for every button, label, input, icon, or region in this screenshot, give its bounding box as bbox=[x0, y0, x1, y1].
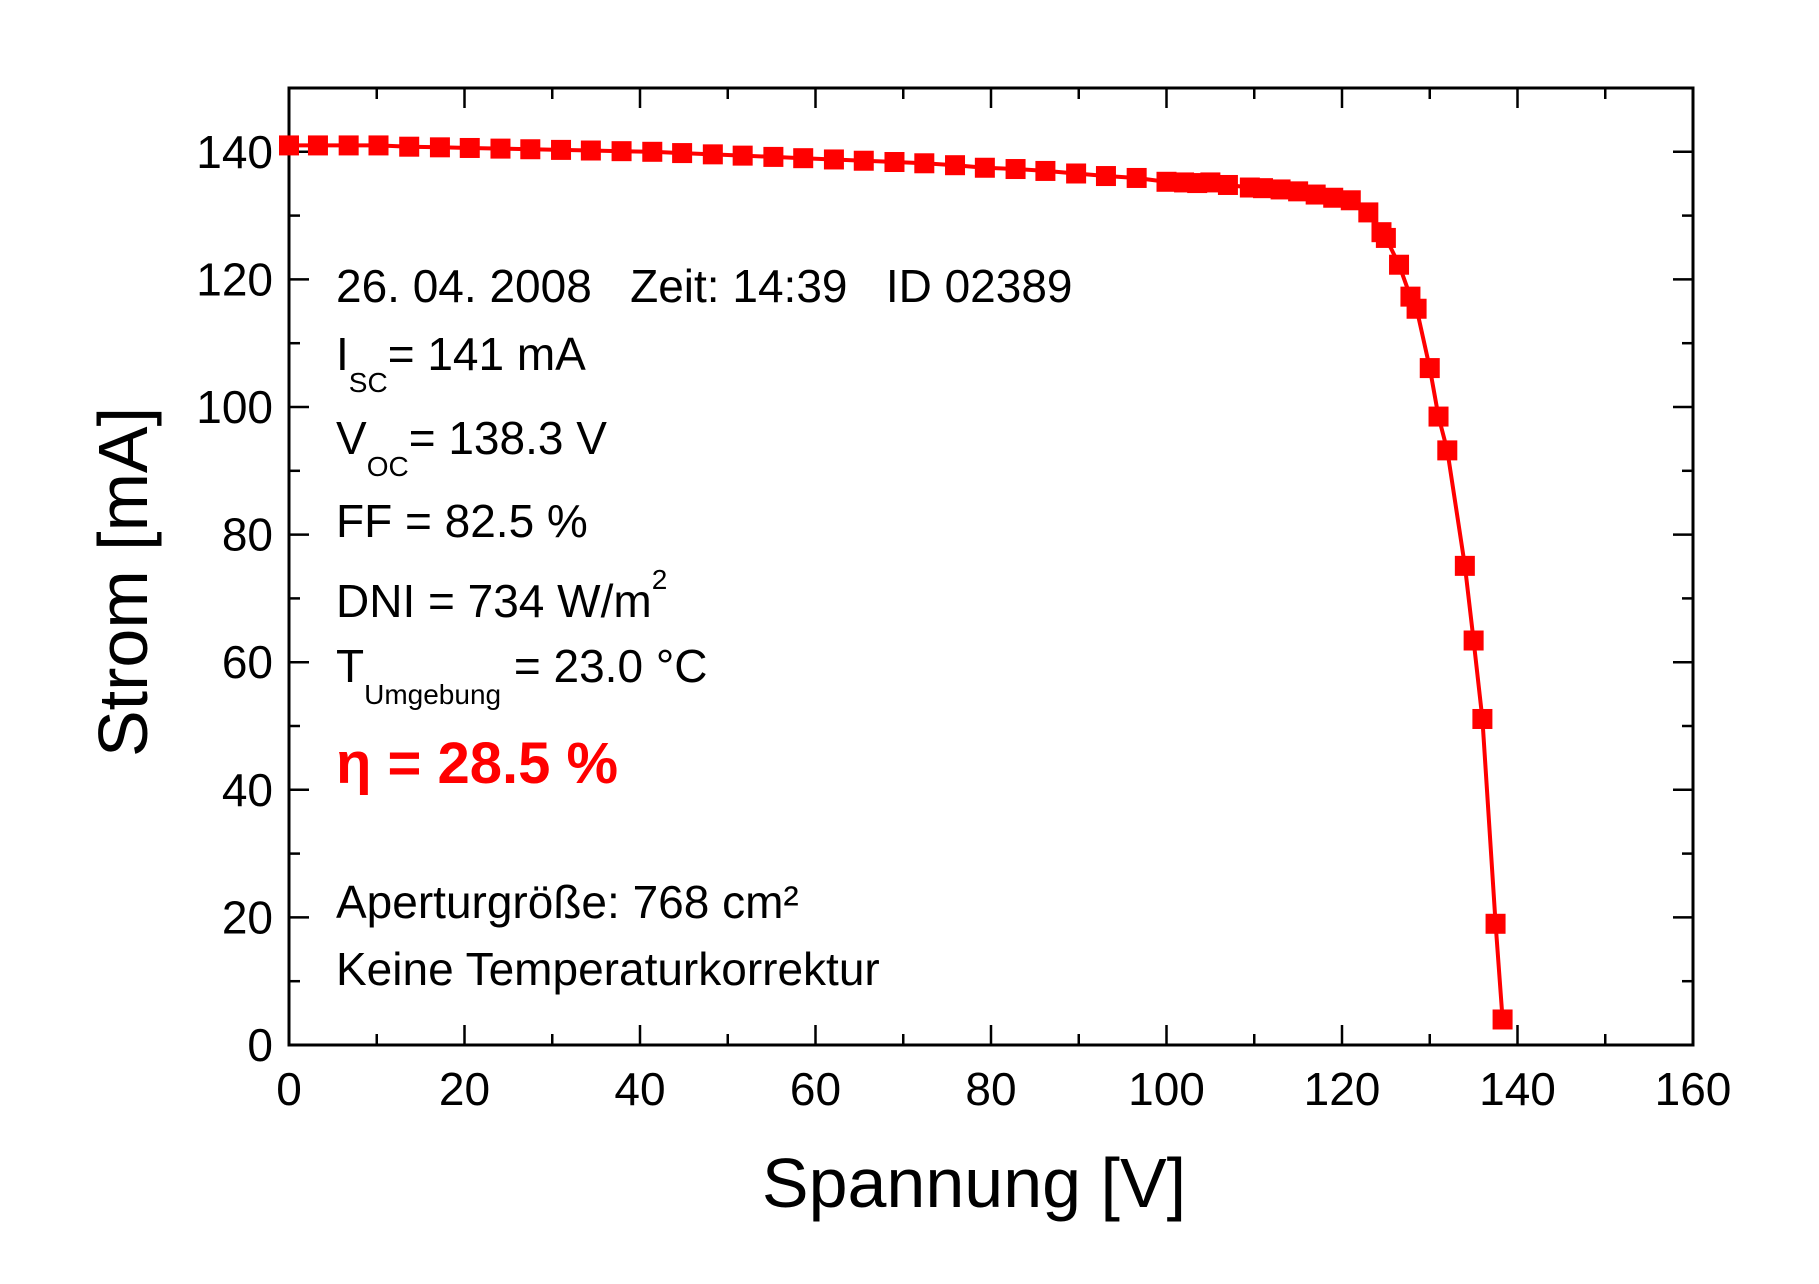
data-point-marker bbox=[1492, 1009, 1513, 1030]
data-point-marker bbox=[1005, 159, 1026, 180]
x-tick-label: 80 bbox=[965, 1063, 1016, 1115]
y-tick-label: 120 bbox=[196, 253, 273, 305]
data-point-marker bbox=[793, 148, 814, 169]
annotation-dni-superscript: 2 bbox=[652, 564, 668, 595]
data-point-marker bbox=[1463, 630, 1484, 651]
data-point-marker bbox=[1270, 179, 1291, 200]
data-point-marker bbox=[945, 155, 966, 176]
data-point-marker bbox=[429, 137, 450, 158]
data-point-marker bbox=[1358, 202, 1379, 223]
x-tick-label: 140 bbox=[1479, 1063, 1556, 1115]
y-tick-label: 140 bbox=[196, 126, 273, 178]
data-point-marker bbox=[1305, 184, 1326, 205]
ticks: 0 20 40 60 80 100 120 140 160 0 20 40 60 80 100 120 140 bbox=[196, 86, 1732, 1115]
data-point-marker bbox=[307, 135, 328, 156]
data-point-marker bbox=[1428, 406, 1449, 427]
annotation-voc-value: = 138.3 V bbox=[409, 412, 608, 464]
annotation-block: 26. 04. 2008 Zeit: 14:39 ID 02389 ISC= 1… bbox=[336, 260, 1073, 995]
y-axis-title: Strom [mA] bbox=[84, 407, 162, 757]
annotation-isc-symbol: I bbox=[336, 328, 349, 380]
data-point-marker bbox=[672, 143, 693, 164]
data-point-marker bbox=[1419, 358, 1440, 379]
x-tick-label: 160 bbox=[1655, 1063, 1732, 1115]
data-point-marker bbox=[884, 152, 905, 173]
data-point-marker bbox=[1035, 160, 1056, 181]
annotation-isc-subscript: SC bbox=[349, 367, 388, 398]
annotation-temperature-subscript: Umgebung bbox=[364, 679, 501, 710]
data-point-marker bbox=[1066, 163, 1087, 184]
x-tick-label: 40 bbox=[614, 1063, 665, 1115]
annotation-temperature: TUmgebung = 23.0 °C bbox=[336, 640, 707, 710]
data-point-marker bbox=[1323, 187, 1344, 208]
data-point-marker bbox=[1406, 298, 1427, 319]
data-point-marker bbox=[702, 144, 723, 165]
x-tick-label: 100 bbox=[1128, 1063, 1205, 1115]
data-point-marker bbox=[914, 153, 935, 174]
y-tick-label: 100 bbox=[196, 381, 273, 433]
annotation-date-time-id: 26. 04. 2008 Zeit: 14:39 ID 02389 bbox=[336, 260, 1073, 312]
annotation-dni: DNI = 734 W/m2 bbox=[336, 564, 667, 627]
data-point-marker bbox=[1340, 190, 1361, 211]
annotation-temperature-symbol: T bbox=[336, 640, 364, 692]
y-tick-label: 60 bbox=[222, 636, 273, 688]
data-point-marker bbox=[1437, 440, 1458, 461]
annotation-aperture: Aperturgröße: 768 cm² bbox=[336, 876, 799, 928]
data-point-marker bbox=[1200, 172, 1221, 193]
data-point-marker bbox=[974, 157, 995, 178]
annotation-isc-value: = 141 mA bbox=[388, 328, 586, 380]
data-point-marker bbox=[1288, 181, 1309, 202]
annotation-efficiency: η = 28.5 % bbox=[336, 731, 618, 796]
annotation-ff: FF = 82.5 % bbox=[336, 495, 588, 547]
data-point-marker bbox=[1156, 171, 1177, 192]
data-point-marker bbox=[459, 137, 480, 158]
data-point-marker bbox=[642, 141, 663, 162]
annotation-voc-symbol: V bbox=[336, 412, 367, 464]
y-tick-label: 20 bbox=[222, 891, 273, 943]
data-point-marker bbox=[399, 136, 420, 157]
x-tick-label: 60 bbox=[790, 1063, 841, 1115]
y-tick-label: 80 bbox=[222, 509, 273, 561]
y-tick-label: 40 bbox=[222, 764, 273, 816]
annotation-note: Keine Temperaturkorrektur bbox=[336, 943, 880, 995]
data-point-marker bbox=[279, 135, 299, 156]
data-point-marker bbox=[611, 141, 632, 162]
data-point-marker bbox=[1454, 555, 1475, 576]
data-point-marker bbox=[338, 135, 359, 156]
annotation-voc: VOC= 138.3 V bbox=[336, 412, 607, 482]
data-point-marker bbox=[520, 139, 541, 160]
data-point-marker bbox=[1253, 178, 1274, 199]
x-tick-label: 20 bbox=[439, 1063, 490, 1115]
data-point-marker bbox=[1375, 227, 1396, 248]
data-point-marker bbox=[1389, 254, 1410, 275]
annotation-isc: ISC= 141 mA bbox=[336, 328, 586, 398]
annotation-temperature-value: = 23.0 °C bbox=[501, 640, 707, 692]
data-point-marker bbox=[732, 145, 753, 166]
x-tick-label: 0 bbox=[276, 1063, 302, 1115]
data-point-marker bbox=[1472, 708, 1493, 729]
data-point-marker bbox=[1126, 167, 1147, 188]
data-point-marker bbox=[823, 149, 844, 170]
x-axis-title: Spannung [V] bbox=[762, 1144, 1186, 1222]
data-point-marker bbox=[368, 135, 389, 156]
data-series bbox=[279, 135, 1513, 1030]
x-tick-label: 120 bbox=[1304, 1063, 1381, 1115]
data-point-marker bbox=[490, 138, 511, 159]
data-point-marker bbox=[1095, 166, 1116, 187]
data-point-marker bbox=[551, 139, 572, 160]
y-tick-label: 0 bbox=[247, 1019, 273, 1071]
annotation-dni-value: DNI = 734 W/m bbox=[336, 575, 652, 627]
data-point-marker bbox=[580, 140, 601, 161]
data-point-marker bbox=[1217, 174, 1238, 195]
annotation-voc-subscript: OC bbox=[367, 451, 409, 482]
data-point-marker bbox=[1485, 913, 1506, 934]
data-point-marker bbox=[853, 150, 874, 171]
data-point-marker bbox=[763, 146, 784, 167]
